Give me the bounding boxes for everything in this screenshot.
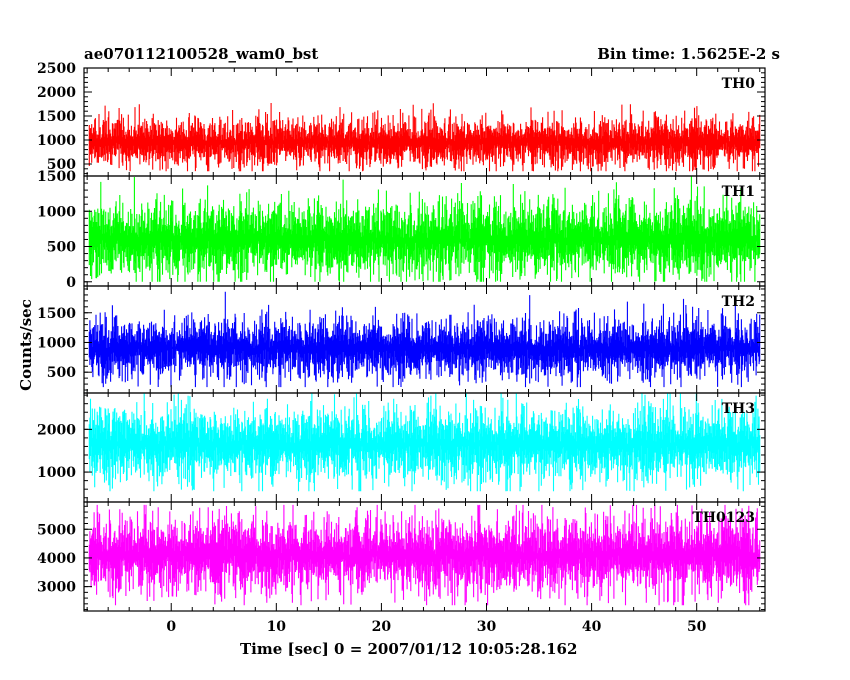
y-tick-label: 3000 xyxy=(37,580,76,596)
light-curve-th2 xyxy=(88,291,761,388)
y-tick-label: 5000 xyxy=(37,522,76,538)
light-curve-th3 xyxy=(88,393,761,492)
light-curve-th0 xyxy=(88,103,761,172)
panel-th3: 1000 2000 TH3 xyxy=(37,392,766,503)
y-tick-label: 500 xyxy=(47,240,76,256)
panel-label: TH0123 xyxy=(692,510,755,526)
y-tick-label: 1000 xyxy=(37,465,76,481)
y-tick-label: 1500 xyxy=(37,169,76,185)
y-tick-label: 0 xyxy=(66,275,76,291)
y-tick-label: 500 xyxy=(47,365,76,381)
y-tick-label: 1000 xyxy=(37,133,76,149)
x-axis-label: Time [sec] 0 = 2007/01/12 10:05:28.162 xyxy=(240,640,578,658)
panel-label: TH0 xyxy=(722,76,756,92)
y-axis-label: Counts/sec xyxy=(17,299,35,391)
panel-label: TH1 xyxy=(722,184,755,200)
x-tick-label: 10 xyxy=(267,619,287,635)
y-tick-label: 500 xyxy=(47,157,76,173)
x-tick-label: 50 xyxy=(687,619,707,635)
x-tick-label: 40 xyxy=(582,619,602,635)
panel-label: TH3 xyxy=(722,401,755,417)
panel-frame xyxy=(83,501,766,612)
panel-th0123: 3000 4000 5000 TH0123 xyxy=(37,501,766,612)
light-curve-th1 xyxy=(88,176,761,282)
panel-th2: 500 1000 1500 TH2 xyxy=(37,285,766,394)
y-tick-label: 2000 xyxy=(37,85,76,101)
x-tick-label: 30 xyxy=(477,619,497,635)
plot-title-bin-time: Bin time: 1.5625E-2 s xyxy=(597,45,780,63)
light-curve-th0123 xyxy=(88,504,761,606)
y-tick-label: 1500 xyxy=(37,306,76,322)
y-tick-label: 1000 xyxy=(37,204,76,220)
y-tick-label: 1500 xyxy=(37,109,76,125)
panel-th1: 0 500 1000 1500 TH1 xyxy=(37,169,766,291)
panel-label: TH2 xyxy=(722,294,755,310)
panel-th0: 500 1000 1500 2000 2500 TH0 xyxy=(37,61,766,177)
y-tick-label: 4000 xyxy=(37,551,76,567)
y-tick-label: 2500 xyxy=(37,61,76,77)
y-tick-label: 1000 xyxy=(37,335,76,351)
y-tick-label: 2000 xyxy=(37,422,76,438)
x-tick-label: 0 xyxy=(166,619,176,635)
x-tick-label: 20 xyxy=(372,619,392,635)
plot-title-object: ae070112100528_wam0_bst xyxy=(84,45,319,63)
